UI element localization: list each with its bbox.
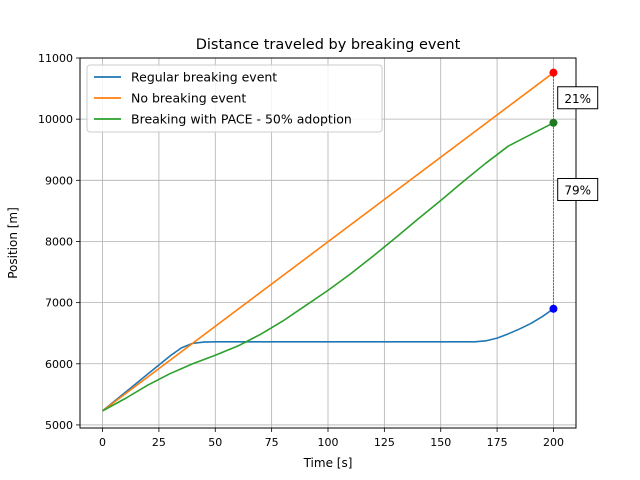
annotations: 21% 79% <box>557 86 599 201</box>
x-tick-label: 200 <box>543 436 564 449</box>
series-line <box>102 72 554 412</box>
y-tick-label: 5000 <box>45 419 73 432</box>
x-tick-label: 150 <box>430 436 451 449</box>
x-tick-label: 175 <box>487 436 508 449</box>
annotation-label: 79% <box>564 183 591 197</box>
y-tick-label: 8000 <box>45 235 73 248</box>
series-line <box>102 122 554 412</box>
chart-title: Distance traveled by breaking event <box>196 37 461 53</box>
y-tick-label: 11000 <box>38 52 73 65</box>
legend-label: Breaking with PACE - 50% adoption <box>131 112 352 127</box>
x-axis-label: Time [s] <box>303 456 353 470</box>
y-axis-label: Position [m] <box>6 207 20 279</box>
x-tick-label: 25 <box>152 436 166 449</box>
annotation-box <box>557 177 599 201</box>
legend-box <box>86 64 383 133</box>
legend-label: Regular breaking event <box>131 70 277 85</box>
y-tick-label: 7000 <box>45 297 73 310</box>
y-tick-label: 9000 <box>45 174 73 187</box>
annotation-label: 21% <box>564 92 591 106</box>
series-line <box>102 308 554 412</box>
y-tick-label: 10000 <box>38 113 73 126</box>
x-tick-label: 75 <box>265 436 279 449</box>
endpoint-marker <box>549 68 558 77</box>
endpoint-marker <box>549 118 558 127</box>
endpoint-marker <box>549 304 558 313</box>
annotation-box <box>557 86 599 110</box>
x-tick-label: 100 <box>318 436 339 449</box>
axis-ticks: 0 25 50 75 100 125 150 175 200 5000 6000 7000 8000 90… <box>38 52 564 449</box>
series-lines <box>102 72 554 412</box>
legend-label: No breaking event <box>131 91 246 106</box>
x-tick-label: 50 <box>208 436 222 449</box>
endpoint-markers <box>549 68 558 313</box>
y-tick-label: 6000 <box>45 358 73 371</box>
x-tick-label: 125 <box>374 436 395 449</box>
x-tick-label: 0 <box>99 436 106 449</box>
legend: Regular breaking event No breaking event B… <box>86 64 383 133</box>
